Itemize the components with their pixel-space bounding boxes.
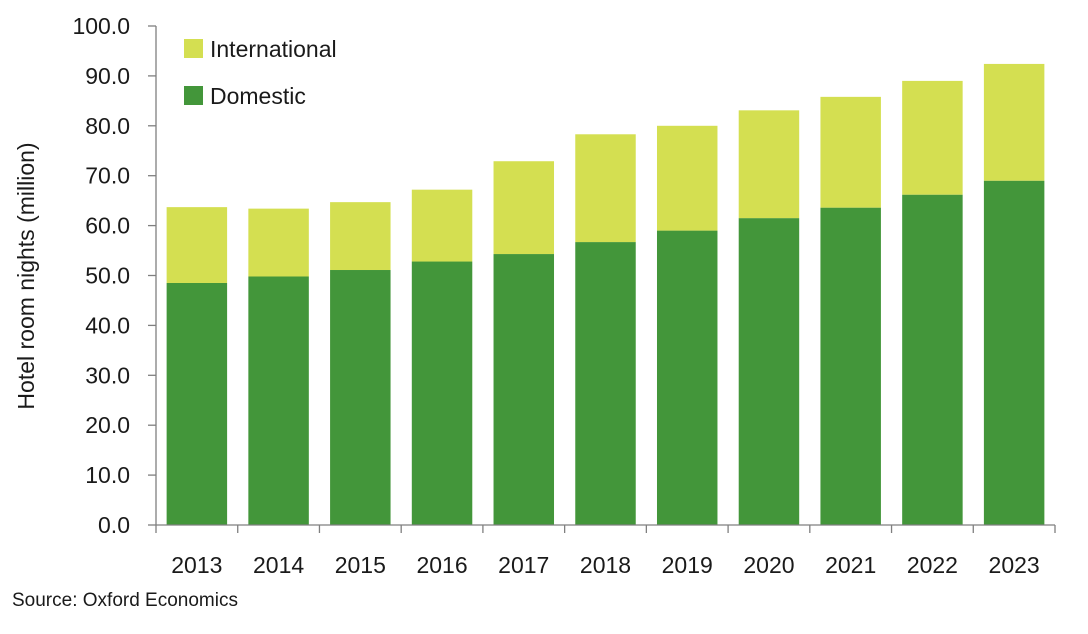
- y-tick-label: 80.0: [85, 113, 130, 139]
- bar-domestic-2016: [411, 261, 473, 525]
- bar-domestic-2015: [330, 270, 391, 525]
- bar-domestic-2017: [493, 254, 555, 525]
- bar-international-2014: [248, 208, 309, 277]
- x-axis: 2013 2014 2015 2016 2017 2018 2019 2020 2021 2022…: [155, 524, 1056, 578]
- x-tick-label: 2021: [825, 552, 876, 578]
- bar-international-2018: [575, 134, 636, 243]
- bar-international-2013: [166, 207, 228, 283]
- y-tick-label: 20.0: [85, 412, 130, 438]
- legend-swatch-international: [184, 39, 203, 58]
- y-tick-label: 60.0: [85, 213, 130, 239]
- x-tick-label: 2020: [743, 552, 794, 578]
- y-tick-label: 40.0: [85, 312, 130, 338]
- bar-international-2020: [738, 110, 800, 219]
- x-tick-label: 2022: [907, 552, 958, 578]
- legend: International Domestic: [184, 36, 337, 109]
- bar-domestic-2018: [575, 242, 636, 525]
- x-tick-label: 2015: [335, 552, 386, 578]
- bar-domestic-2022: [902, 194, 963, 526]
- bar-international-2022: [902, 80, 963, 195]
- bar-international-2017: [493, 161, 555, 255]
- y-tick-label: 70.0: [85, 163, 130, 189]
- bar-international-2021: [820, 96, 881, 208]
- y-tick-label: 90.0: [85, 63, 130, 89]
- bar-domestic-2019: [656, 230, 718, 525]
- x-tick-label: 2016: [416, 552, 467, 578]
- x-tick-label: 2018: [580, 552, 631, 578]
- x-tick-label: 2014: [253, 552, 304, 578]
- x-tick-label: 2013: [171, 552, 222, 578]
- bar-international-2019: [656, 125, 718, 231]
- y-axis-title: Hotel room nights (million): [13, 142, 39, 409]
- bar-international-2015: [330, 202, 391, 271]
- source-note: Source: Oxford Economics: [12, 590, 238, 611]
- y-tick-label: 0.0: [98, 512, 130, 538]
- y-tick-label: 50.0: [85, 263, 130, 289]
- bars: [166, 63, 1045, 526]
- bar-international-2023: [983, 63, 1045, 181]
- legend-swatch-domestic: [184, 86, 203, 105]
- bar-domestic-2020: [738, 218, 800, 526]
- bar-domestic-2014: [248, 276, 309, 525]
- bar-domestic-2013: [166, 282, 228, 525]
- legend-label-international: International: [210, 36, 337, 62]
- y-tick-label: 100.0: [72, 13, 130, 39]
- x-tick-label: 2017: [498, 552, 549, 578]
- y-tick-label: 10.0: [85, 462, 130, 488]
- bar-international-2016: [411, 189, 473, 262]
- bar-domestic-2023: [983, 180, 1045, 525]
- legend-label-domestic: Domestic: [210, 83, 306, 109]
- y-tick-label: 30.0: [85, 362, 130, 388]
- x-tick-label: 2019: [662, 552, 713, 578]
- x-tick-label: 2023: [989, 552, 1040, 578]
- bar-domestic-2021: [820, 207, 881, 526]
- y-axis: 0.0 10.0 20.0 30.0 40.0 50.0 60.0 70.0 80.0 90.0 1…: [72, 13, 157, 538]
